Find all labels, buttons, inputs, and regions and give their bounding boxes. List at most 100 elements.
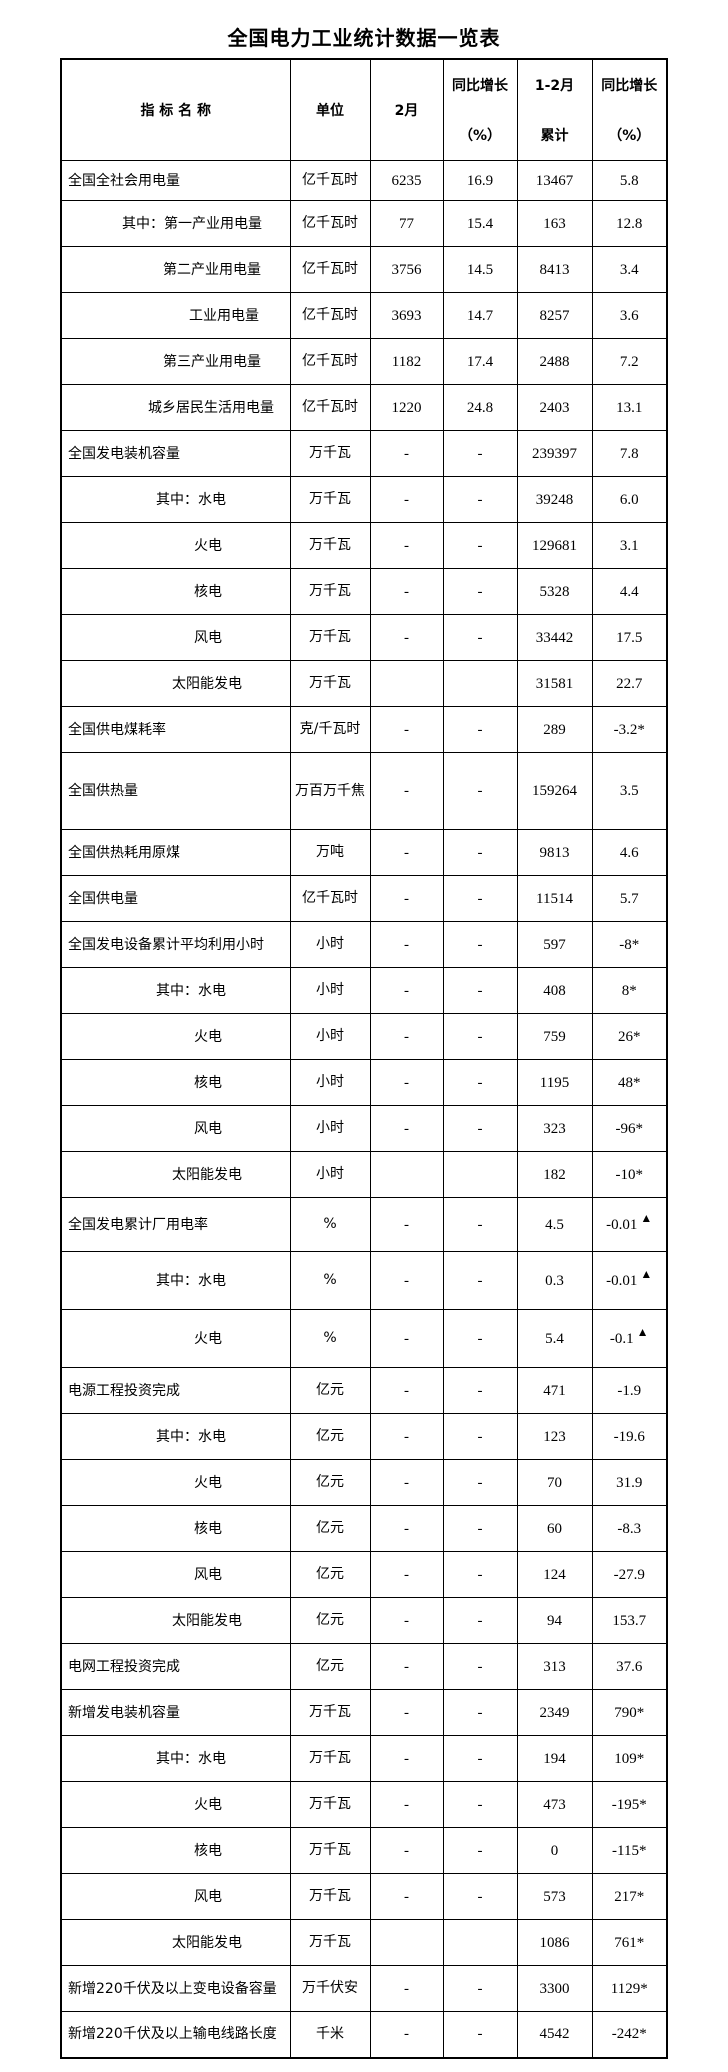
unit-cell-text: % (323, 1272, 337, 1288)
unit-cell-text: 小时 (316, 1120, 344, 1136)
indicator-cell: 全国供热耗用原煤 (60, 829, 291, 876)
feb-yoy-cell: - (442, 921, 518, 968)
cum-value-cell-text: 239397 (532, 445, 577, 462)
indicator-cell: 电网工程投资完成 (60, 1643, 291, 1690)
cum-yoy-cell-text: 1129* (610, 1980, 648, 1997)
indicator-cell-text: 电源工程投资完成 (68, 1382, 180, 1399)
feb-value-cell-text: - (404, 1888, 409, 1905)
indicator-cell-text: 风电 (194, 629, 222, 646)
cum-value-cell: 0 (516, 1827, 593, 1874)
cum-yoy-cell-text: -195* (611, 1796, 647, 1813)
unit-cell: 万千瓦 (289, 1689, 371, 1736)
feb-yoy-cell: - (442, 1689, 518, 1736)
indicator-cell-text: 全国供热耗用原煤 (68, 844, 180, 861)
feb-value-cell-text: - (404, 1750, 409, 1767)
table-row: 新增发电装机容量 万千瓦 - - 2349 790* (60, 1689, 668, 1736)
table-row: 风电 小时 - - 323 -96* (60, 1105, 668, 1152)
unit-cell: 亿千瓦时 (289, 384, 371, 431)
unit-cell: 万千伏安 (289, 1965, 371, 2012)
cum-yoy-cell-text: 109* (614, 1750, 645, 1767)
cum-yoy-cell-text: 8* (621, 982, 637, 999)
table-row: 核电 小时 - - 1195 48* (60, 1059, 668, 1106)
cum-value-cell: 473 (516, 1781, 593, 1828)
feb-value-cell-text: - (404, 1216, 409, 1233)
header-cum-yoy-growth: 同比增长 （%） (591, 58, 668, 161)
triangle-marker-icon: ▲ (640, 1210, 653, 1225)
feb-yoy-cell: - (442, 1251, 518, 1310)
cum-value-cell: 5328 (516, 568, 593, 615)
feb-yoy-cell: - (442, 829, 518, 876)
indicator-cell: 太阳能发电 (60, 1597, 291, 1644)
unit-cell-text: 万千瓦 (309, 1842, 351, 1858)
cum-yoy-cell-text: 6.0 (619, 491, 639, 508)
cum-yoy-cell-text: 7.2 (619, 353, 639, 370)
indicator-cell: 其中：水电 (60, 967, 291, 1014)
header-row: 指 标 名 称 单位 2月 同比增长 （%） 1-2月 (60, 58, 668, 161)
cum-yoy-cell-text: 3.1 (619, 537, 639, 554)
cum-yoy-cell-text: 3.4 (619, 261, 639, 278)
cum-yoy-cell: 3.1 (591, 522, 668, 569)
table-row: 全国全社会用电量 亿千瓦时 6235 16.9 13467 5.8 (60, 160, 668, 201)
feb-yoy-cell-text: - (477, 1612, 483, 1629)
feb-yoy-cell: - (442, 1827, 518, 1874)
indicator-cell-text: 风电 (194, 1566, 222, 1583)
cum-value-cell-text: 129681 (532, 537, 577, 554)
unit-cell: 亿千瓦时 (289, 875, 371, 922)
feb-value-cell-text: - (404, 583, 409, 600)
cum-yoy-cell: -10* (591, 1151, 668, 1198)
cum-yoy-cell: 12.8 (591, 200, 668, 247)
cum-yoy-cell: 109* (591, 1735, 668, 1782)
unit-cell: 亿元 (289, 1643, 371, 1690)
indicator-cell-text: 核电 (194, 583, 222, 600)
cum-yoy-cell: 1129* (591, 1965, 668, 2012)
feb-value-cell: - (369, 568, 444, 615)
cum-value-cell: 239397 (516, 430, 593, 477)
cum-yoy-cell: 3.4 (591, 246, 668, 293)
indicator-cell-text: 第二产业用电量 (163, 261, 261, 278)
unit-cell: 克/千瓦时 (289, 706, 371, 753)
indicator-cell-text: 全国全社会用电量 (68, 172, 180, 189)
unit-cell: 亿元 (289, 1551, 371, 1598)
feb-yoy-cell-text: - (477, 1382, 483, 1399)
header-unit-label: 单位 (316, 103, 344, 119)
cum-yoy-cell-text: -19.6 (613, 1428, 645, 1445)
cum-yoy-cell-text: -0.1 (609, 1330, 634, 1347)
unit-cell-text: 亿千瓦时 (302, 172, 358, 188)
feb-yoy-cell-text: - (477, 1704, 483, 1721)
cum-value-cell-text: 473 (543, 1796, 566, 1813)
feb-value-cell-text: - (404, 844, 409, 861)
table-row: 全国发电设备累计平均利用小时 小时 - - 597 -8* (60, 921, 668, 968)
cum-yoy-cell-text: 48* (618, 1074, 641, 1091)
unit-cell-text: 万千瓦 (309, 491, 351, 507)
feb-yoy-cell (442, 1919, 518, 1966)
feb-yoy-cell-text: - (477, 783, 483, 799)
unit-cell-text: 亿千瓦时 (302, 261, 358, 277)
indicator-cell-text: 风电 (194, 1888, 222, 1905)
unit-cell: 万千瓦 (289, 1919, 371, 1966)
table-row: 火电% - - 5.4 -0.1 ▲ (60, 1309, 668, 1368)
unit-cell: 小时 (289, 1013, 371, 1060)
cum-value-cell-text: 3300 (539, 1980, 570, 1997)
cum-yoy-cell: -0.1 ▲ (591, 1309, 668, 1368)
feb-yoy-cell-text: - (477, 982, 483, 999)
feb-yoy-cell: - (442, 476, 518, 523)
indicator-cell: 全国供热量 (60, 752, 291, 830)
feb-value-cell (369, 1919, 444, 1966)
unit-cell-text: 万千瓦 (309, 675, 351, 691)
header-jan-feb-cumulative: 1-2月 累计 (516, 58, 593, 161)
feb-value-cell: - (369, 1367, 444, 1414)
indicator-cell: 第二产业用电量 (60, 246, 291, 293)
indicator-cell: 工业用电量 (60, 292, 291, 339)
feb-yoy-cell: - (442, 706, 518, 753)
unit-cell-text: 亿元 (316, 1474, 344, 1490)
feb-value-cell: - (369, 1059, 444, 1106)
unit-cell: 万千瓦 (289, 568, 371, 615)
cum-yoy-cell-text: -3.2* (613, 721, 645, 738)
cum-value-cell: 123 (516, 1413, 593, 1460)
feb-value-cell-text: 1182 (391, 353, 422, 370)
feb-yoy-cell: - (442, 1873, 518, 1920)
header-feb-yoy-line1: 同比增长 (452, 78, 508, 94)
feb-yoy-cell-text: 14.5 (466, 261, 494, 278)
feb-value-cell: 6235 (369, 160, 444, 201)
